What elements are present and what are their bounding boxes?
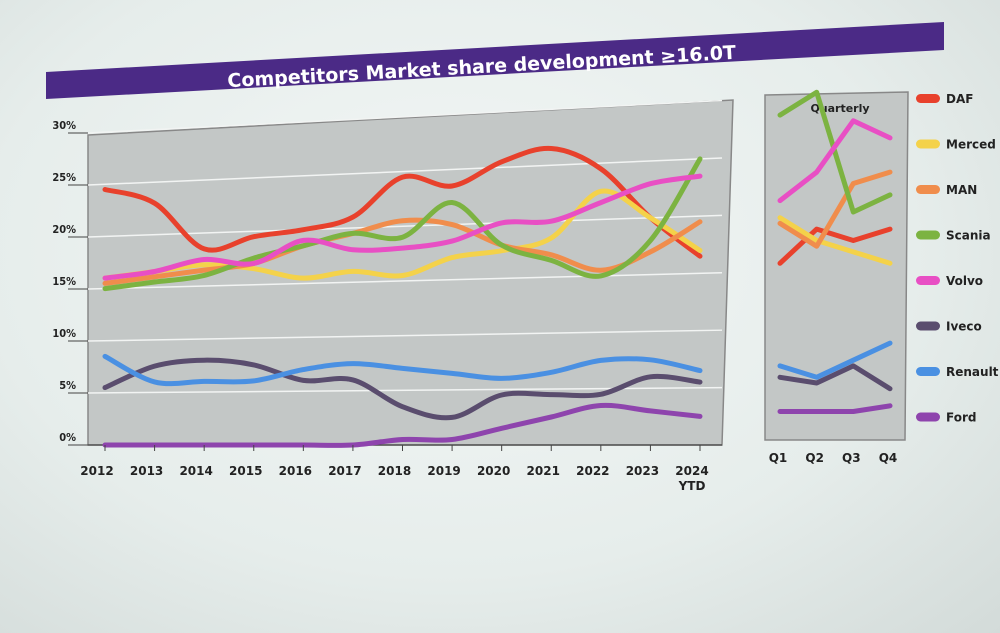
- gridline: [87, 99, 723, 134]
- annual-line-scania: [102, 156, 703, 292]
- quarterly-line-volvo: [777, 118, 893, 204]
- annual-line-man: [102, 217, 703, 286]
- gridline: [87, 214, 723, 238]
- quarterly-x-tick-label: Q1: [769, 451, 788, 465]
- legend-label: MAN: [946, 183, 977, 197]
- quarterly-series: [777, 89, 893, 414]
- quarterly-x-tick-label: Q2: [805, 451, 824, 465]
- x-tick-label: 2023: [626, 464, 659, 478]
- y-tick-label: 0%: [59, 431, 76, 444]
- quarterly-x-tick-label: Q4: [879, 451, 898, 465]
- y-tick-label: 15%: [52, 275, 76, 288]
- annual-line-renault: [102, 353, 703, 387]
- y-tick-label: 20%: [52, 223, 76, 236]
- quarterly-line-mercedes: [777, 215, 893, 266]
- annual-y-axis: 0% 5% 10% 15% 20% 25% 30%: [52, 119, 722, 446]
- x-tick-label: 2014: [179, 464, 212, 478]
- legend-swatch: [916, 321, 940, 331]
- gridline: [87, 329, 723, 342]
- quarterly-x-axis: Q1 Q2 Q3 Q4: [769, 451, 898, 465]
- x-tick-sublabel: YTD: [678, 479, 706, 493]
- quarterly-line-ford: [777, 403, 893, 414]
- legend-swatch: [916, 94, 940, 103]
- gridline: [87, 272, 723, 290]
- x-tick-label: 2018: [378, 464, 411, 478]
- x-tick-label: 2019: [427, 464, 460, 478]
- title-bar: [46, 22, 944, 99]
- x-tick-label: 2016: [279, 464, 312, 478]
- legend: DAF Merced MAN Scania Volvo Iveco Renault Ford: [916, 92, 999, 425]
- legend-swatch: [916, 185, 940, 194]
- x-tick-label: 2012: [80, 464, 113, 478]
- annual-line-mercedes: [102, 188, 703, 281]
- annual-line-iveco: [102, 357, 703, 421]
- x-tick-label: 2022: [576, 464, 609, 478]
- quarterly-line-renault: [777, 340, 893, 380]
- annual-gridlines: [87, 99, 723, 394]
- y-tick-label: 30%: [52, 119, 76, 132]
- x-tick-label: 2013: [130, 464, 163, 478]
- legend-label: Renault: [946, 365, 999, 379]
- gridline: [87, 157, 723, 186]
- x-tick-label: 2021: [527, 464, 560, 478]
- legend-label: Ford: [946, 411, 976, 425]
- x-tick-label: 2020: [477, 464, 510, 478]
- legend-label: DAF: [946, 92, 973, 106]
- legend-swatch: [916, 276, 940, 285]
- legend-swatch: [916, 412, 940, 422]
- quarterly-line-daf: [777, 226, 893, 266]
- legend-label: Merced: [946, 138, 996, 152]
- annual-line-daf: [102, 145, 703, 259]
- annual-line-volvo: [102, 173, 703, 281]
- quarterly-line-man: [777, 169, 893, 249]
- y-tick-label: 25%: [52, 171, 76, 184]
- quarterly-line-iveco: [777, 363, 893, 392]
- x-tick-label: 2024: [675, 464, 708, 478]
- legend-label: Volvo: [946, 274, 983, 288]
- legend-swatch: [916, 230, 940, 240]
- legend-swatch: [916, 367, 940, 376]
- annual-x-axis: 2012 2013 2014 2015 2016 2017 2018 2019 2020 2021…: [80, 445, 709, 493]
- x-tick-label: 2017: [328, 464, 361, 478]
- y-tick-label: 10%: [52, 327, 76, 340]
- x-tick-label: 2015: [229, 464, 262, 478]
- legend-label: Iveco: [946, 320, 982, 334]
- legend-label: Scania: [946, 229, 991, 243]
- quarterly-line-scania: [777, 89, 893, 215]
- legend-swatch: [916, 139, 940, 149]
- y-tick-label: 5%: [59, 379, 76, 392]
- quarterly-x-tick-label: Q3: [842, 451, 861, 465]
